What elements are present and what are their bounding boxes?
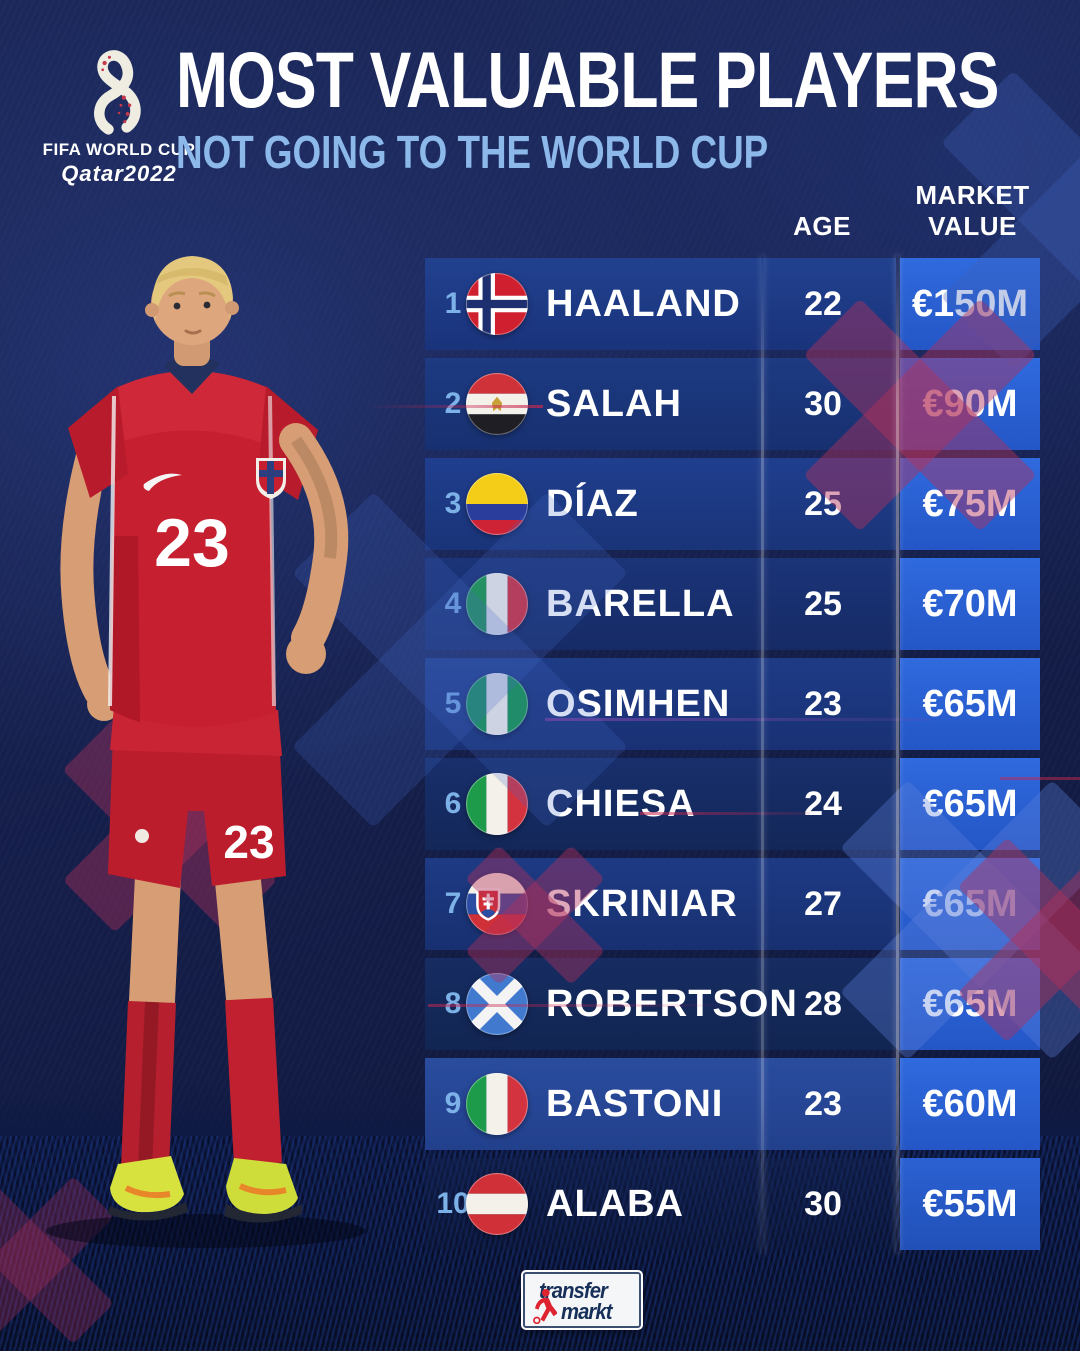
market-value-cell: €70M [900,558,1040,650]
row-background: 10 ALABA 30 [425,1158,896,1250]
market-value: €75M [922,482,1018,525]
row-background: 2 SALAH 30 [425,358,896,450]
age-value: 25 [804,484,842,523]
scotland-flag-icon [465,972,529,1036]
age-value: 28 [804,984,842,1023]
nigeria-flag-icon [465,672,529,736]
player-name: OSIMHEN [546,682,731,725]
market-value-cell: €60M [900,1058,1040,1150]
rank-number: 9 [444,1087,462,1120]
row-background: 4 BARELLA 25 [425,558,896,650]
rank-number: 10 [436,1187,470,1220]
colombia-flag-icon [465,472,529,536]
market-value: €65M [922,982,1018,1025]
transfermarkt-logo: transfer markt [521,1270,643,1330]
jersey-number: 23 [154,505,230,581]
qatar-2022-emblem-icon [94,50,141,135]
market-value-cell: €65M [900,858,1040,950]
rank-number: 3 [444,487,462,520]
age-value: 25 [804,584,842,623]
table-row: 8 ROBERTSON 28 €65M [425,958,1040,1050]
table-rows: 1 HAALAND 22 €150M 2 SALAH 30 €90M 3 [425,258,1040,1258]
row-background: 1 HAALAND 22 [425,258,896,350]
player-name: BASTONI [546,1082,724,1125]
player-name: ALABA [546,1182,684,1225]
player-name: BARELLA [546,582,735,625]
transfermarkt-text-top: transfer [539,1278,608,1303]
table-row: 1 HAALAND 22 €150M [425,258,1040,350]
market-value: €65M [922,882,1018,925]
page-title: MOST VALUABLE PLAYERS [176,35,999,124]
age-value: 22 [804,284,842,323]
row-background: 9 BASTONI 23 [425,1058,896,1150]
player-name: HAALAND [546,282,741,325]
age-value: 30 [804,1184,842,1223]
age-value: 23 [804,684,842,723]
header-titles: MOST VALUABLE PLAYERS NOT GOING TO THE W… [176,40,1080,175]
norway-flag-icon [465,272,529,336]
table-row: 3 DÍAZ 25 €75M [425,458,1040,550]
row-background: 6 CHIESA 24 [425,758,896,850]
age-value: 30 [804,384,842,423]
rank-number: 6 [444,787,462,820]
italy-flag-icon [465,772,529,836]
row-background: 5 OSIMHEN 23 [425,658,896,750]
player-name: SKRINIAR [546,882,738,925]
player-name: DÍAZ [546,482,639,525]
column-header-age: AGE [793,211,851,241]
italy-flag-icon [465,1072,529,1136]
player-name: ROBERTSON [546,982,798,1025]
market-value: €55M [922,1182,1018,1225]
column-header-market-value: MARKET VALUE [915,180,1030,241]
market-value-cell: €75M [900,458,1040,550]
row-background: 8 ROBERTSON 28 [425,958,896,1050]
market-value: €70M [922,582,1018,625]
rank-number: 4 [444,587,462,620]
shorts-number: 23 [223,816,274,868]
fifa-world-cup-text: FIFA WORLD CUP [42,140,196,159]
table-row: 4 BARELLA 25 €70M [425,558,1040,650]
age-value: 23 [804,1084,842,1123]
market-value-cell: €90M [900,358,1040,450]
market-value-cell: €55M [900,1158,1040,1250]
market-value-cell: €65M [900,658,1040,750]
italy-flag-icon [465,572,529,636]
market-value: €60M [922,1082,1018,1125]
market-value: €90M [922,382,1018,425]
qatar-2022-text: Qatar2022 [61,161,177,186]
market-value-cell: €150M [900,258,1040,350]
table-row: 7 SKRINIAR 27 €65M [425,858,1040,950]
egypt-flag-icon [465,372,529,436]
rank-number: 8 [444,987,462,1020]
market-value-cell: €65M [900,958,1040,1050]
player-name: SALAH [546,382,682,425]
table-row: 5 OSIMHEN 23 €65M [425,658,1040,750]
market-value-cell: €65M [900,758,1040,850]
table-row: 6 CHIESA 24 €65M [425,758,1040,850]
table-row: 2 SALAH 30 €90M [425,358,1040,450]
row-background: 3 DÍAZ 25 [425,458,896,550]
table-row: 10 ALABA 30 €55M [425,1158,1040,1250]
slovakia-flag-icon [465,872,529,936]
market-value: €150M [911,282,1029,325]
transfermarkt-kicker-icon [533,1288,557,1324]
rank-number: 1 [444,287,462,320]
page-subtitle: NOT GOING TO THE WORLD CUP [176,126,769,178]
transfermarkt-text-bottom: markt [561,1299,612,1324]
austria-flag-icon [465,1172,529,1236]
market-value: €65M [922,782,1018,825]
rank-number: 2 [444,387,462,420]
age-value: 27 [804,884,842,923]
player-name: CHIESA [546,782,696,825]
rank-number: 5 [444,687,462,720]
row-background: 7 SKRINIAR 27 [425,858,896,950]
market-value: €65M [922,682,1018,725]
age-value: 24 [804,784,842,823]
table-row: 9 BASTONI 23 €60M [425,1058,1040,1150]
player-photo-haaland: 23 23 [46,256,366,1248]
rank-number: 7 [444,887,462,920]
fifa-world-cup-logo: FIFA WORLD CUP Qatar2022 [34,40,204,187]
